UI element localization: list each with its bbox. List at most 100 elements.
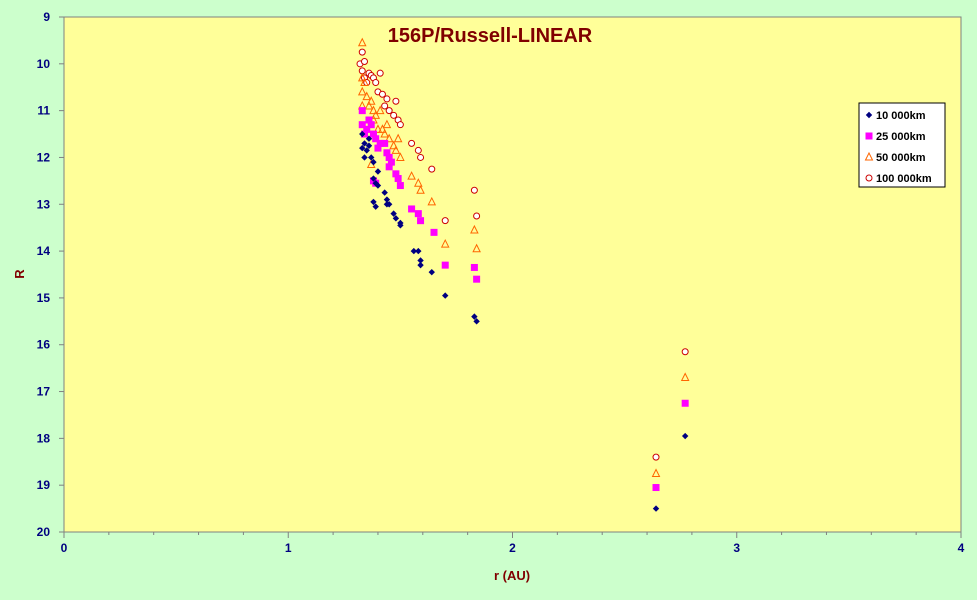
legend-marker-triangle xyxy=(864,151,874,161)
data-point xyxy=(370,158,377,166)
data-point xyxy=(360,77,369,87)
x-tick-label: 4 xyxy=(958,541,965,555)
data-point xyxy=(392,170,400,178)
data-point xyxy=(359,130,366,138)
data-point xyxy=(381,102,389,110)
data-point xyxy=(361,154,368,161)
data-point xyxy=(383,196,391,203)
data-point xyxy=(407,171,416,180)
data-point xyxy=(417,153,425,161)
data-point xyxy=(358,107,366,115)
data-point xyxy=(471,313,478,320)
data-point xyxy=(392,97,400,105)
data-point xyxy=(396,121,404,129)
data-point xyxy=(374,182,382,189)
legend-label: 50 000km xyxy=(876,152,926,164)
data-point xyxy=(381,189,388,196)
data-point xyxy=(378,90,386,98)
chart-title: 156P/Russell-LINEAR xyxy=(388,25,593,47)
data-point xyxy=(358,121,366,129)
data-point xyxy=(415,247,422,255)
data-point xyxy=(473,212,481,220)
data-point xyxy=(383,95,391,103)
data-point xyxy=(357,86,367,96)
data-point xyxy=(370,198,377,206)
legend-marker-square xyxy=(865,132,873,140)
data-point xyxy=(357,72,367,82)
data-point xyxy=(384,133,394,143)
data-point xyxy=(369,105,378,115)
data-point xyxy=(390,210,397,217)
data-point xyxy=(470,186,478,194)
data-point xyxy=(394,175,402,183)
data-point xyxy=(365,135,373,142)
data-point xyxy=(397,222,404,229)
data-point xyxy=(371,110,381,119)
x-axis-title: r (AU) xyxy=(494,568,530,583)
y-tick-label: 12 xyxy=(37,150,51,164)
data-point xyxy=(376,69,384,77)
data-point xyxy=(367,121,375,129)
data-point xyxy=(358,48,366,56)
data-point xyxy=(385,163,393,171)
data-point xyxy=(470,263,478,271)
data-point xyxy=(652,505,660,512)
data-point xyxy=(360,57,368,65)
data-point xyxy=(473,318,480,325)
y-tick-label: 10 xyxy=(37,57,51,71)
data-point xyxy=(408,139,416,147)
x-tick-label: 0 xyxy=(61,541,68,555)
data-point xyxy=(441,261,449,269)
data-point xyxy=(378,124,387,133)
data-point xyxy=(392,215,400,222)
data-point xyxy=(370,175,377,182)
data-point xyxy=(372,203,379,210)
data-point xyxy=(359,144,366,152)
data-point xyxy=(408,205,416,213)
data-point xyxy=(374,168,382,175)
y-axis-title: R xyxy=(12,269,27,279)
data-point xyxy=(441,217,449,225)
data-point xyxy=(363,125,371,133)
data-point xyxy=(375,105,385,115)
data-point xyxy=(373,124,383,133)
y-tick-label: 19 xyxy=(37,478,51,492)
data-point xyxy=(385,107,393,115)
data-point xyxy=(368,154,375,161)
data-point xyxy=(428,165,436,173)
data-point xyxy=(681,348,689,356)
data-point xyxy=(427,196,437,206)
data-point xyxy=(365,142,373,149)
data-point xyxy=(362,91,372,101)
data-points xyxy=(356,37,690,512)
data-point xyxy=(366,96,376,105)
data-point xyxy=(442,292,449,299)
y-tick-label: 16 xyxy=(37,338,51,352)
plot-area xyxy=(63,16,962,533)
data-point xyxy=(440,238,450,248)
data-point xyxy=(385,201,393,208)
data-point xyxy=(376,139,384,147)
legend-box xyxy=(858,102,946,188)
data-point xyxy=(472,243,481,253)
data-point xyxy=(372,79,380,87)
data-point xyxy=(385,153,393,161)
data-point xyxy=(473,275,481,283)
y-tick-label: 11 xyxy=(37,104,50,118)
data-point xyxy=(681,399,689,407)
data-point xyxy=(651,468,661,477)
data-point xyxy=(369,130,377,138)
data-point xyxy=(681,432,689,440)
data-point xyxy=(414,146,422,154)
data-point xyxy=(372,135,380,143)
data-point xyxy=(652,484,660,492)
data-point xyxy=(380,128,389,138)
data-point xyxy=(357,37,367,47)
data-point xyxy=(363,147,370,154)
data-point xyxy=(365,116,373,124)
data-point xyxy=(382,119,392,129)
data-point xyxy=(361,140,368,147)
legend-marker-diamond xyxy=(865,111,873,119)
